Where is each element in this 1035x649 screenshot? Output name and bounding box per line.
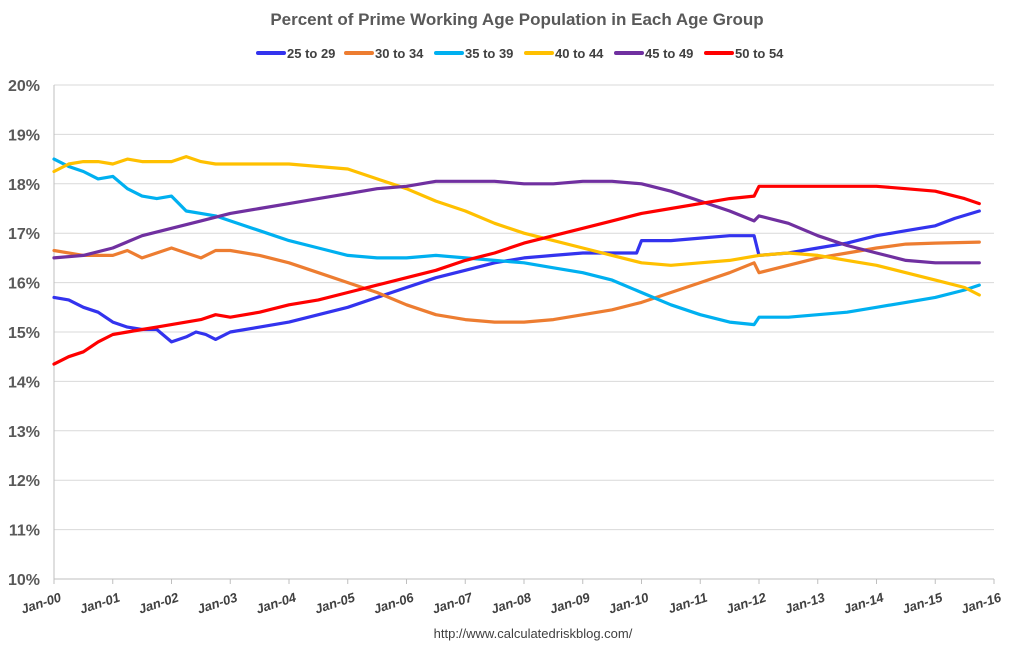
x-tick-label: Jan-11 [666,590,709,617]
y-axis: 10% 11% 12% 13% 14% 15% 16% 17% 18% 19% 20% [8,78,40,589]
x-tick-label: Jan-01 [78,590,122,617]
x-tick-label: Jan-05 [313,589,358,616]
x-tick-label: Jan-06 [372,589,417,616]
y-tick-label: 19% [8,127,40,144]
x-tick-label: Jan-03 [195,589,240,616]
x-tick-label: Jan-16 [959,589,1004,616]
y-tick-label: 12% [8,473,40,490]
series-line-50-to-54 [52,184,981,366]
legend-label: 25 to 29 [287,46,335,61]
y-tick-label: 20% [8,78,40,95]
legend-label: 50 to 54 [735,46,784,61]
x-tick-label: Jan-02 [137,589,182,616]
y-tick-label: 14% [8,374,40,391]
legend-label: 35 to 39 [465,46,513,61]
legend-label: 45 to 49 [645,46,693,61]
series-line-40-to-44 [52,155,981,297]
y-tick-label: 10% [8,572,40,589]
source-url: http://www.calculatedriskblog.com/ [434,626,633,641]
x-tick-label: Jan-00 [19,589,64,616]
y-tick-label: 17% [8,226,40,243]
y-tick-label: 18% [8,177,40,194]
series-line-35-to-39 [52,157,981,327]
chart-title: Percent of Prime Working Age Population … [270,10,763,29]
y-tick-label: 15% [8,325,40,342]
x-tick-label: Jan-09 [548,589,593,616]
x-tick-label: Jan-07 [430,589,475,616]
x-tick-label: Jan-04 [254,589,299,616]
y-tick-label: 13% [8,424,40,441]
series-line-30-to-34 [52,240,981,324]
x-tick-label: Jan-12 [724,589,769,616]
legend-label: 40 to 44 [555,46,604,61]
series-lines [52,155,981,366]
x-tick-label: Jan-15 [900,589,945,616]
x-axis: Jan-00 Jan-01 Jan-02 Jan-03 Jan-04 Jan-05 Jan-… [19,579,1004,617]
legend-label: 30 to 34 [375,46,424,61]
x-tick-label: Jan-08 [489,589,534,616]
x-tick-label: Jan-13 [783,589,828,616]
legend: 25 to 29 30 to 34 35 to 39 40 to 44 45 to 49… [256,46,784,61]
x-tick-label: Jan-14 [842,589,887,616]
series-line-45-to-49 [52,179,981,265]
y-tick-label: 11% [9,523,40,540]
y-tick-label: 16% [8,276,40,293]
x-tick-label: Jan-10 [607,589,652,616]
